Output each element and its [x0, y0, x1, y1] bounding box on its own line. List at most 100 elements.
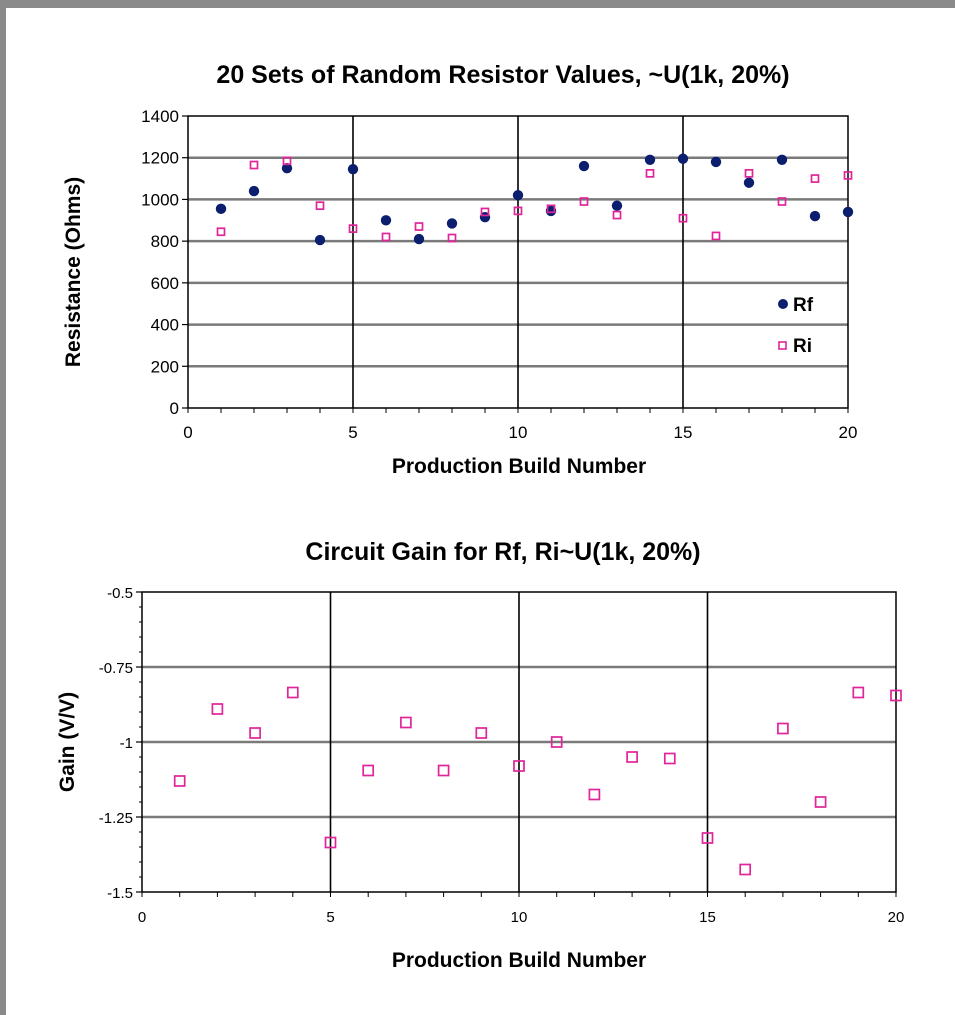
- y-tick-label: -0.5: [107, 585, 133, 602]
- ri-point: [744, 169, 754, 178]
- gain-point: [852, 686, 865, 699]
- x-axis-title: Production Build Number: [392, 455, 646, 478]
- x-tick-label: 20: [888, 909, 905, 926]
- gain-point: [701, 832, 714, 844]
- y-tick-label: 0: [170, 399, 179, 418]
- x-tick-label: 0: [183, 423, 192, 442]
- ri-point: [711, 231, 721, 241]
- ri-point: [579, 197, 589, 206]
- gridlines: [188, 116, 848, 408]
- gain-point: [550, 736, 563, 748]
- y-tick-label: 1400: [141, 107, 179, 126]
- rf-point: [413, 233, 425, 245]
- ri-point: [315, 201, 325, 211]
- data-points: [215, 153, 854, 246]
- gain-point: [513, 760, 525, 772]
- y-tick-label: 200: [151, 357, 179, 376]
- gain-point: [400, 716, 412, 729]
- gain-point: [362, 764, 375, 777]
- ri-point: [381, 232, 391, 242]
- legend-ri-label: Ri: [793, 336, 812, 357]
- gridlines: [142, 592, 896, 892]
- ri-point: [282, 156, 292, 166]
- y-axis-ticks: 0 200 400 600 800 1000 1200 1400: [141, 107, 188, 418]
- x-tick-label: 5: [348, 423, 357, 442]
- x-tick-label: 5: [326, 909, 334, 926]
- rf-point: [479, 211, 491, 223]
- gain-point: [588, 788, 601, 801]
- resistor-values-chart: 20 Sets of Random Resistor Values, ~U(1k…: [62, 61, 857, 478]
- gain-point: [777, 722, 789, 735]
- ri-point: [249, 160, 259, 170]
- gain-point: [286, 686, 299, 699]
- rf-point: [446, 218, 458, 229]
- y-tick-label: 1200: [141, 149, 179, 168]
- y-tick-label: 400: [151, 316, 179, 335]
- x-tick-label: 10: [509, 423, 528, 442]
- y-tick-label: -1: [120, 735, 133, 752]
- rf-point: [809, 210, 821, 222]
- x-axis-title: Production Build Number: [392, 949, 646, 972]
- plot-area-border: [141, 591, 897, 893]
- gain-point: [249, 727, 261, 739]
- x-tick-label: 0: [138, 909, 146, 926]
- gain-point: [437, 764, 450, 777]
- y-tick-label: 1000: [141, 190, 179, 209]
- rf-point: [776, 154, 788, 165]
- rf-point: [512, 190, 524, 201]
- rf-point: [611, 200, 623, 211]
- gain-point: [475, 727, 488, 739]
- ri-point: [513, 206, 523, 216]
- y-tick-label: -1.5: [107, 885, 133, 902]
- rf-point: [743, 177, 755, 188]
- gain-point: [324, 836, 337, 849]
- chart-title: Circuit Gain for Rf, Ri~U(1k, 20%): [305, 538, 700, 566]
- ri-point: [480, 207, 490, 217]
- ri-point: [216, 227, 226, 237]
- rf-point: [347, 163, 359, 175]
- ri-point: [678, 213, 688, 223]
- rf-point: [842, 206, 854, 218]
- x-tick-label: 15: [674, 423, 693, 442]
- ri-point: [414, 222, 424, 231]
- rf-point: [248, 185, 260, 197]
- ri-point: [546, 204, 556, 214]
- rf-point: [215, 203, 227, 215]
- y-tick-label: 600: [151, 274, 179, 293]
- ri-point: [612, 210, 622, 220]
- y-axis-minor-ticks: [139, 591, 142, 893]
- legend-rf-marker: [778, 299, 788, 309]
- y-tick-label: -1.25: [99, 810, 133, 827]
- x-tick-label: 15: [699, 909, 716, 926]
- gain-point: [663, 752, 676, 765]
- ri-point: [645, 169, 655, 178]
- y-axis-title: Gain (V/V): [56, 692, 79, 792]
- y-tick-label: 800: [151, 232, 179, 251]
- rf-point: [677, 153, 689, 164]
- rf-point: [314, 234, 326, 246]
- window-frame-top: [0, 0, 955, 8]
- ri-point: [777, 197, 787, 206]
- y-tick-label: -0.75: [99, 660, 133, 677]
- x-axis-ticks: 0 5 10 15 20: [138, 892, 905, 926]
- gain-point: [890, 689, 902, 702]
- gain-point: [173, 775, 186, 787]
- legend-ri-marker: [778, 341, 787, 350]
- rf-point: [644, 154, 656, 165]
- rf-point: [545, 205, 557, 217]
- rf-point: [578, 160, 590, 172]
- x-tick-label: 20: [839, 423, 858, 442]
- ri-point: [447, 233, 457, 243]
- ri-point: [843, 171, 853, 180]
- chart-title: 20 Sets of Random Resistor Values, ~U(1k…: [216, 61, 789, 89]
- gain-point: [211, 703, 224, 715]
- y-axis-ticks: -1.5 -1.25 -1 -0.75 -0.5: [99, 585, 142, 902]
- legend-rf-label: Rf: [793, 295, 814, 316]
- x-axis-ticks: 0 5 10 15 20: [183, 408, 857, 442]
- gain-point: [814, 796, 827, 808]
- rf-point: [281, 162, 293, 174]
- rf-point: [710, 156, 722, 168]
- gain-point: [626, 751, 638, 763]
- rf-point: [380, 215, 392, 226]
- legend: Rf Ri: [778, 295, 814, 357]
